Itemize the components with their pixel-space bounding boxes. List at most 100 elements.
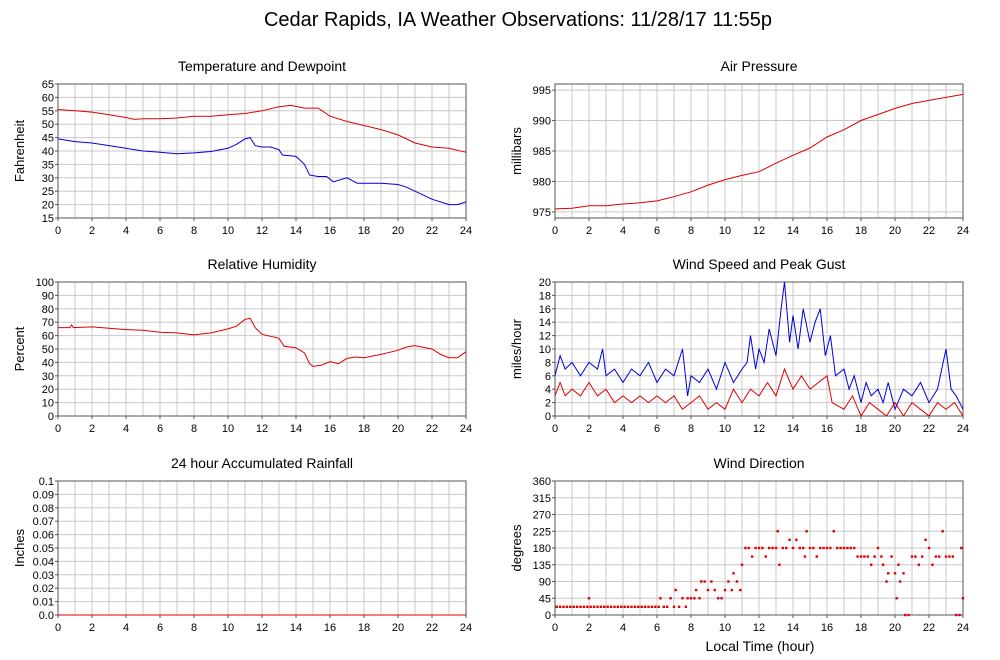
wind-speed-gust-ytick-label: 14	[539, 317, 551, 329]
air-pressure-ytick-label: 990	[533, 116, 551, 128]
air-pressure-title: Air Pressure	[720, 58, 797, 74]
wind-direction-point	[555, 605, 558, 609]
wind-speed-gust-xtick-label: 20	[889, 423, 901, 435]
wind-direction-point	[829, 546, 832, 550]
wind-speed-gust-ytick-label: 4	[545, 384, 551, 396]
temperature-dewpoint-series-2-line	[57, 137, 467, 206]
air-pressure-xtick-label: 16	[821, 225, 833, 237]
rainfall-xtick-label: 16	[324, 622, 336, 634]
air-pressure-xtick-label: 22	[923, 225, 935, 237]
wind-direction-point	[637, 605, 640, 609]
relative-humidity-ytick-label: 90	[42, 290, 54, 302]
wind-direction-point	[662, 605, 665, 609]
wind-speed-gust-ytick-label: 12	[539, 331, 551, 343]
relative-humidity-ytick-label: 60	[42, 331, 54, 343]
wind-direction-ytick-label: 360	[533, 476, 551, 488]
temperature-dewpoint-ytick-label: 65	[42, 79, 54, 91]
wind-direction-point	[684, 605, 688, 609]
relative-humidity-xtick-label: 18	[358, 423, 370, 435]
temperature-dewpoint-xtick-label: 14	[290, 225, 302, 237]
wind-direction-point	[849, 546, 852, 550]
air-pressure-xtick-label: 24	[957, 225, 969, 237]
wind-speed-gust-xtick-label: 10	[719, 423, 731, 435]
rainfall-xtick-label: 2	[89, 622, 95, 634]
wind-direction-point	[674, 588, 677, 592]
wind-direction-point	[761, 546, 764, 550]
wind-direction-xtick-label: 0	[552, 622, 558, 634]
wind-direction-point	[863, 555, 866, 558]
wind-direction-point	[856, 555, 859, 558]
wind-direction-point	[819, 546, 822, 550]
wind-direction-point	[902, 572, 905, 575]
temperature-dewpoint-title: Temperature and Dewpoint	[178, 58, 346, 74]
wind-direction-point	[647, 605, 650, 609]
wind-direction-point	[740, 563, 744, 566]
relative-humidity-ytick-label: 80	[42, 304, 54, 316]
wind-direction-point	[885, 580, 888, 583]
rainfall-ytick-label: 0.03	[33, 570, 54, 582]
air-pressure-xtick-label: 10	[719, 225, 731, 237]
temperature-dewpoint-series-1-line	[57, 104, 467, 153]
rainfall-xtick-label: 22	[426, 622, 438, 634]
relative-humidity-xtick-label: 12	[256, 423, 268, 435]
wind-speed-gust-ylabel: miles/hour	[509, 318, 524, 379]
wind-direction-point	[569, 605, 572, 609]
wind-speed-gust-series-2-line	[554, 367, 964, 418]
wind-direction-point	[778, 563, 781, 566]
temperature-dewpoint-xtick-label: 24	[460, 225, 472, 237]
wind-direction-point	[895, 597, 898, 600]
relative-humidity-xtick-label: 14	[290, 423, 302, 435]
wind-direction-point	[859, 555, 863, 558]
temperature-dewpoint-xtick-label: 22	[426, 225, 438, 237]
wind-direction-point	[866, 555, 869, 558]
wind-direction-point	[643, 605, 647, 609]
wind-direction-point	[620, 605, 623, 609]
wind-direction-point	[657, 605, 660, 609]
temperature-dewpoint-xtick-label: 0	[55, 225, 61, 237]
air-pressure-ytick-label: 985	[533, 146, 551, 158]
rainfall-ytick-label: 0.02	[33, 583, 54, 595]
wind-direction-point	[744, 546, 747, 550]
wind-direction-xtick-label: 2	[586, 622, 592, 634]
wind-direction-point	[802, 546, 805, 550]
wind-speed-gust-xtick-label: 4	[620, 423, 626, 435]
wind-direction-point	[798, 546, 801, 550]
relative-humidity-title: Relative Humidity	[208, 256, 317, 272]
wind-direction-point	[921, 555, 924, 558]
relative-humidity-ytick-label: 100	[36, 277, 54, 289]
wind-direction-point	[768, 546, 771, 550]
relative-humidity-ytick-label: 50	[42, 344, 54, 356]
rainfall-chart: 0.00.010.020.030.040.050.060.070.080.090…	[12, 455, 472, 634]
temperature-dewpoint-xtick-label: 2	[89, 225, 95, 237]
wind-direction-point	[781, 546, 784, 550]
wind-direction-point	[853, 546, 856, 550]
rainfall-xtick-label: 18	[358, 622, 370, 634]
relative-humidity-xtick-label: 20	[392, 423, 404, 435]
wind-speed-gust-xtick-label: 18	[855, 423, 867, 435]
wind-direction-point	[720, 597, 723, 600]
wind-direction-point	[694, 588, 698, 592]
wind-direction-point	[700, 580, 703, 583]
wind-direction-point	[666, 605, 669, 609]
wind-direction-point	[747, 546, 750, 550]
wind-direction-point	[603, 605, 606, 609]
page-title: Cedar Rapids, IA Weather Observations: 1…	[264, 9, 772, 31]
wind-direction-point	[795, 538, 798, 542]
relative-humidity-xtick-label: 10	[222, 423, 234, 435]
wind-direction-point	[961, 597, 965, 600]
relative-humidity-xtick-label: 2	[89, 423, 95, 435]
temperature-dewpoint-xtick-label: 6	[157, 225, 163, 237]
rainfall-xtick-label: 10	[222, 622, 234, 634]
wind-direction-xtick-label: 4	[620, 622, 626, 634]
air-pressure-xtick-label: 14	[787, 225, 799, 237]
wind-direction-point	[579, 605, 582, 609]
wind-direction-point	[924, 538, 927, 542]
air-pressure-xtick-label: 18	[855, 225, 867, 237]
wind-direction-point	[948, 555, 951, 558]
wind-direction-point	[808, 546, 812, 550]
temperature-dewpoint-xtick-label: 10	[222, 225, 234, 237]
relative-humidity-ytick-label: 20	[42, 384, 54, 396]
relative-humidity-xtick-label: 8	[191, 423, 197, 435]
